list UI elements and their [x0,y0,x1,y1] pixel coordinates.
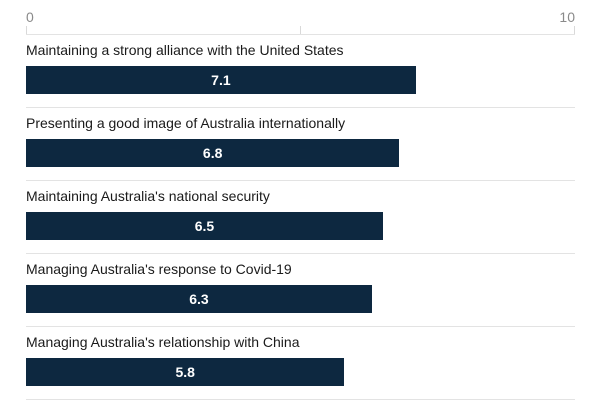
bar [26,285,372,313]
row-divider [26,180,575,181]
category-label: Managing Australia's relationship with C… [26,334,300,350]
x-tick-label-max: 10 [559,9,575,25]
bar-row: Managing Australia's response to Covid-1… [0,253,600,326]
row-divider [26,326,575,327]
bar-row: Managing Australia's relationship with C… [0,326,600,399]
x-tick-label-min: 0 [26,9,34,25]
bar-row: Presenting a good image of Australia int… [0,107,600,180]
category-label: Managing Australia's response to Covid-1… [26,261,292,277]
row-divider [26,34,575,35]
bar-row: Maintaining Australia's national securit… [0,180,600,253]
bar [26,66,416,94]
category-label: Presenting a good image of Australia int… [26,115,346,131]
x-gridline-10 [574,26,575,34]
bar-value-label: 6.3 [189,291,209,307]
bar [26,139,400,167]
bar [26,358,345,386]
bar-value-label: 6.5 [194,218,215,234]
x-gridline-5 [300,26,301,34]
row-divider [26,253,575,254]
row-divider [26,107,575,108]
category-label: Maintaining Australia's national securit… [26,188,270,204]
bar [26,212,383,240]
bar-row: Maintaining a strong alliance with the U… [0,34,600,107]
x-gridline-0 [26,26,27,34]
category-label: Maintaining a strong alliance with the U… [26,42,344,58]
bar-value-label: 7.1 [211,72,231,88]
bar-value-label: 6.8 [202,145,223,161]
bar-value-label: 5.8 [175,364,195,380]
